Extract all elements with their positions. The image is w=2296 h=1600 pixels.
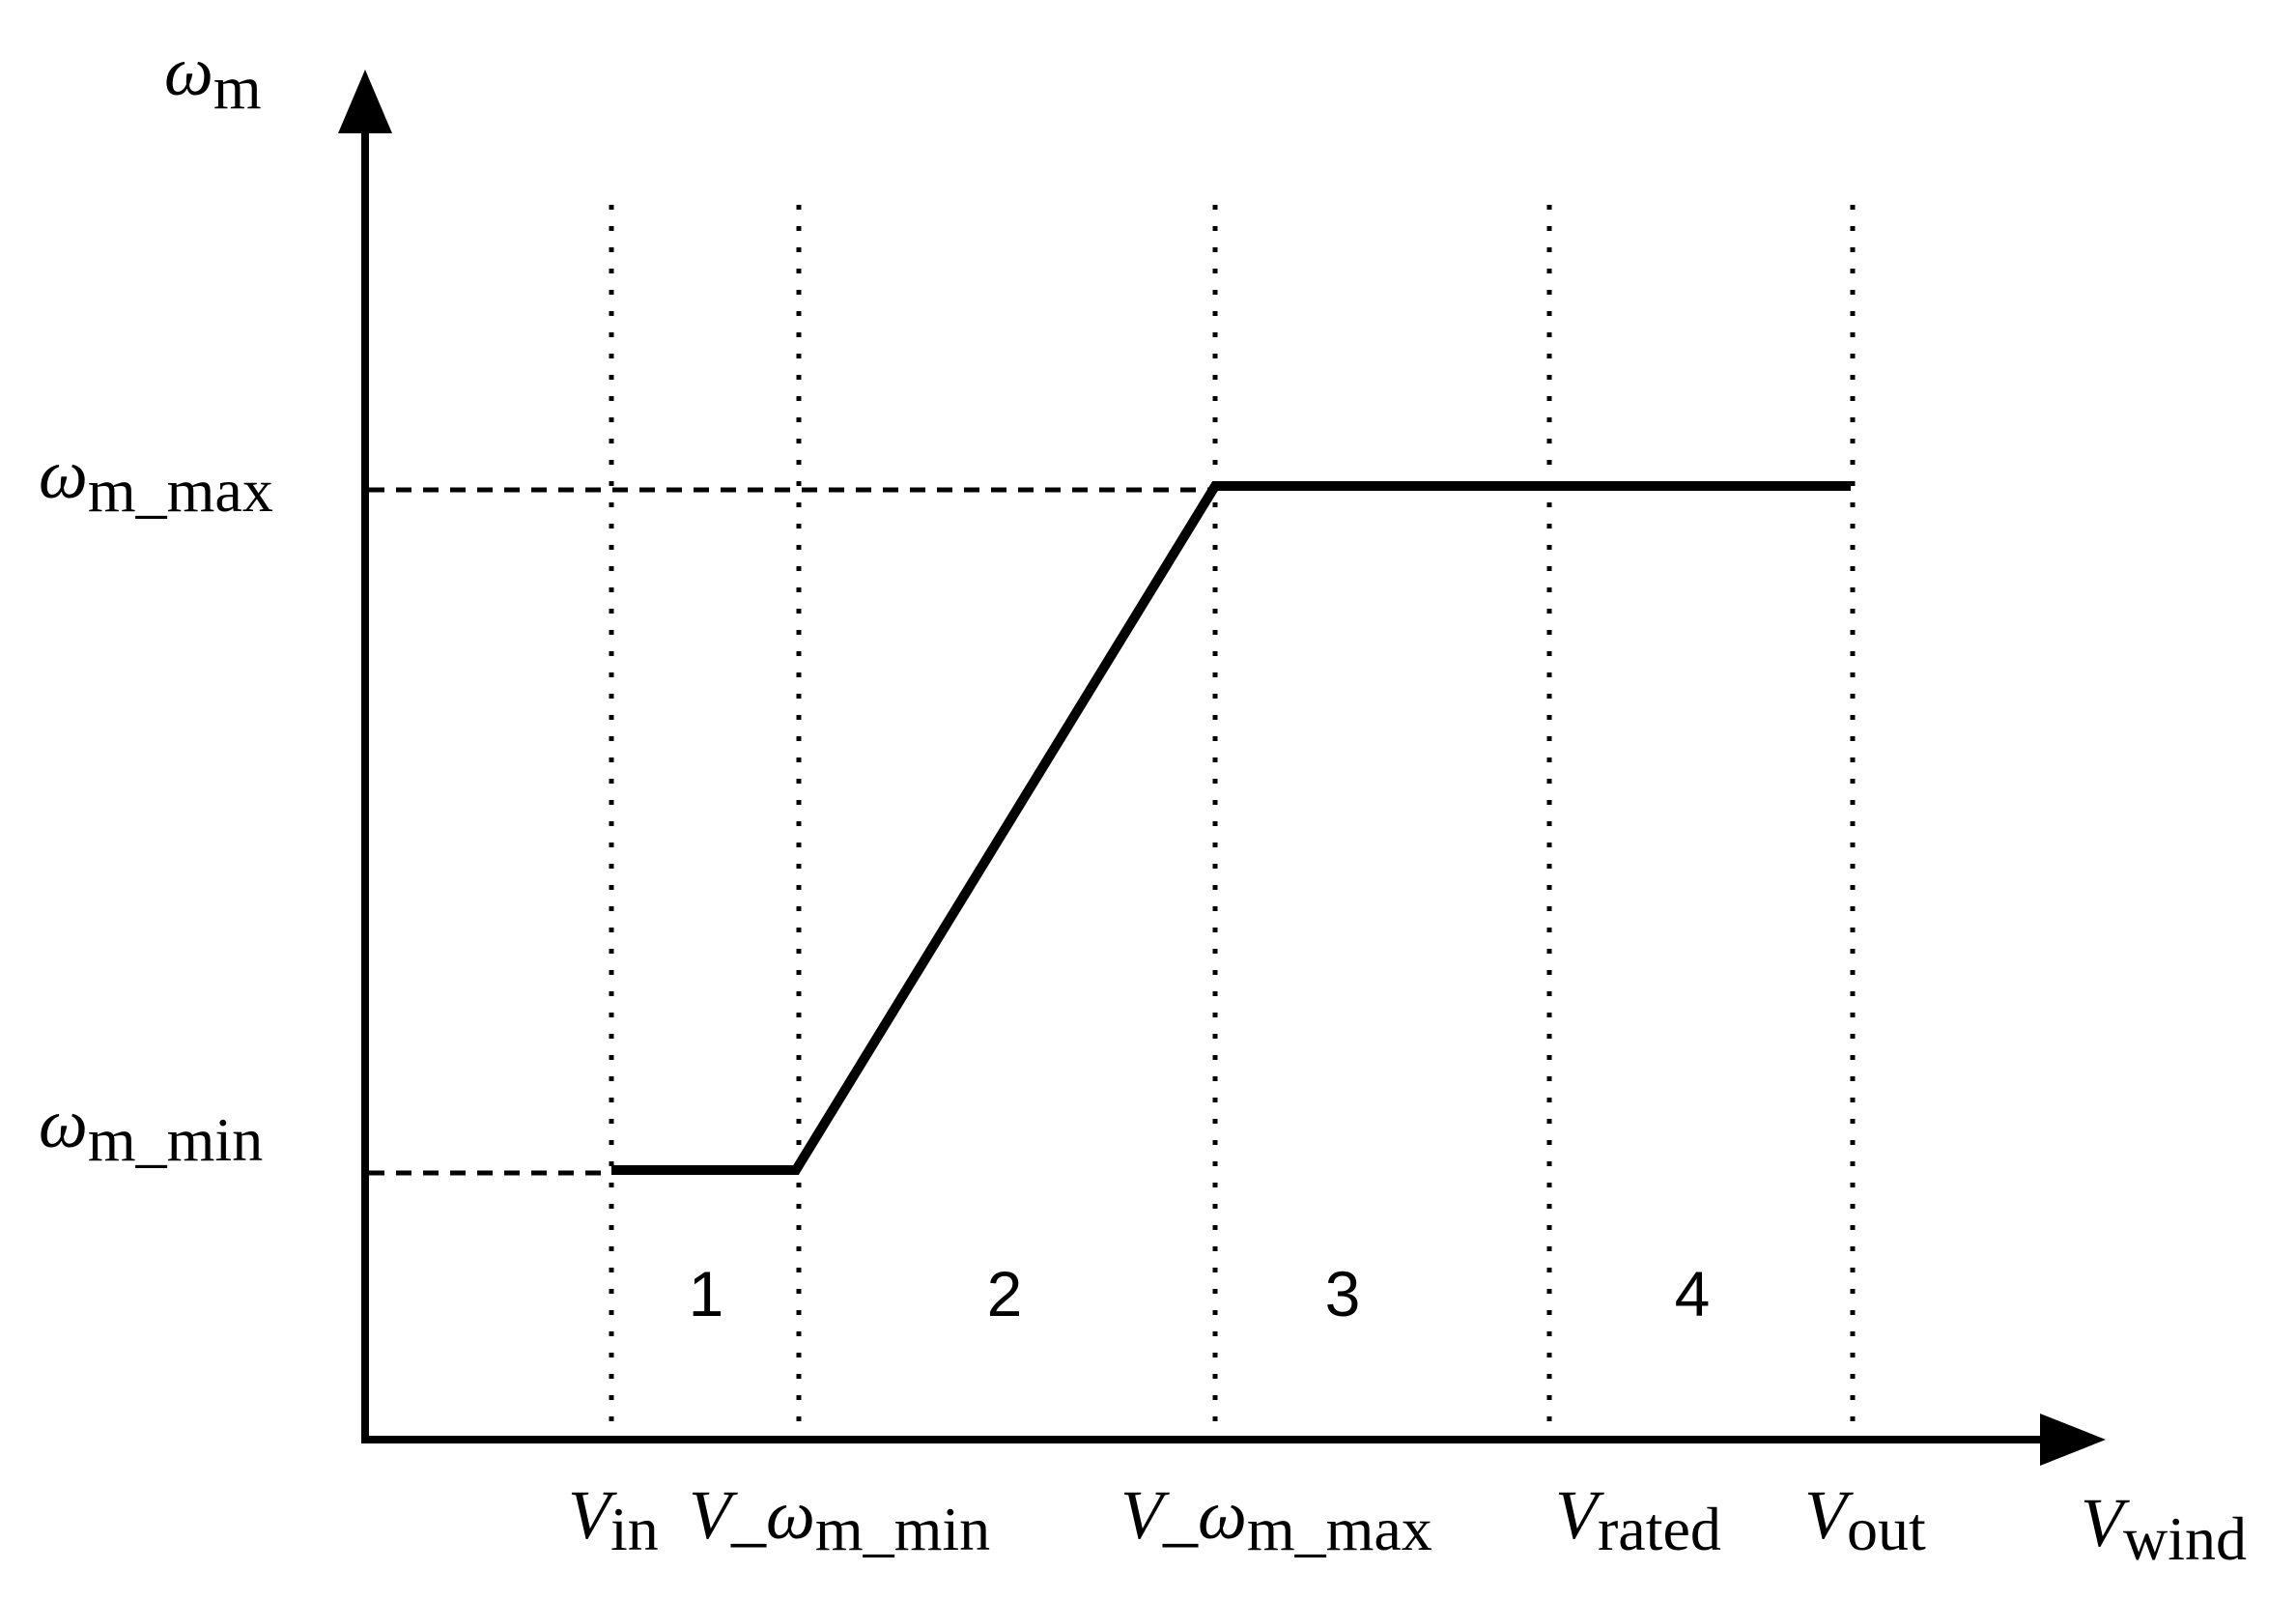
x-tick-v-wm-max-symbol: ω (1198, 1476, 1247, 1554)
x-tick-v-in-symbol: V (568, 1476, 617, 1554)
x-axis-arrowhead (2040, 1414, 2106, 1466)
x-axis-label: Vwind (2081, 1484, 2247, 1573)
x-tick-v-rated-subscript: rated (1598, 1495, 1721, 1563)
y-axis-arrowhead (338, 70, 392, 133)
y-axis-subscript: m (213, 53, 262, 122)
x-tick-v-wm-max-prefix: V_ (1120, 1476, 1199, 1554)
y-tick-wm-min-subscript: m_min (88, 1105, 263, 1174)
y-tick-wm-max-symbol: ω (39, 436, 88, 513)
x-tick-v-wm-max: V_ωm_max (1120, 1476, 1432, 1563)
x-tick-v-rated: Vrated (1555, 1476, 1721, 1563)
y-tick-wm-max-subscript: m_max (88, 456, 273, 525)
x-tick-v-out-symbol: V (1804, 1476, 1854, 1554)
region-label-4: 4 (1675, 1258, 1711, 1329)
y-tick-wm-max: ωm_max (39, 436, 273, 525)
x-axis-subscript: wind (2123, 1504, 2247, 1573)
x-axis-symbol: V (2081, 1484, 2130, 1561)
region-label-1: 1 (689, 1258, 724, 1329)
region-label-3: 3 (1325, 1258, 1361, 1329)
y-axis-symbol: ω (164, 33, 213, 110)
region-boundaries (609, 205, 1856, 1432)
x-tick-v-in: Vin (568, 1476, 659, 1563)
y-tick-wm-min-symbol: ω (39, 1085, 88, 1162)
x-tick-v-wm-min-prefix: V_ (689, 1476, 767, 1554)
x-tick-v-rated-symbol: V (1555, 1476, 1604, 1554)
x-tick-v-wm-min-symbol: ω (766, 1476, 815, 1554)
x-tick-v-wm-min: V_ωm_min (689, 1476, 990, 1563)
x-tick-v-wm-max-subscript: m_max (1247, 1495, 1432, 1563)
region-label-2: 2 (987, 1258, 1023, 1329)
y-axis-label: ωm (164, 33, 262, 122)
x-tick-v-in-subscript: in (610, 1495, 659, 1563)
y-tick-wm-min: ωm_min (39, 1085, 263, 1174)
x-tick-v-out: Vout (1804, 1476, 1926, 1563)
rotor-speed-curve (611, 481, 1851, 1175)
x-tick-v-out-subscript: out (1847, 1495, 1926, 1563)
x-tick-v-wm-min-subscript: m_min (815, 1495, 990, 1563)
